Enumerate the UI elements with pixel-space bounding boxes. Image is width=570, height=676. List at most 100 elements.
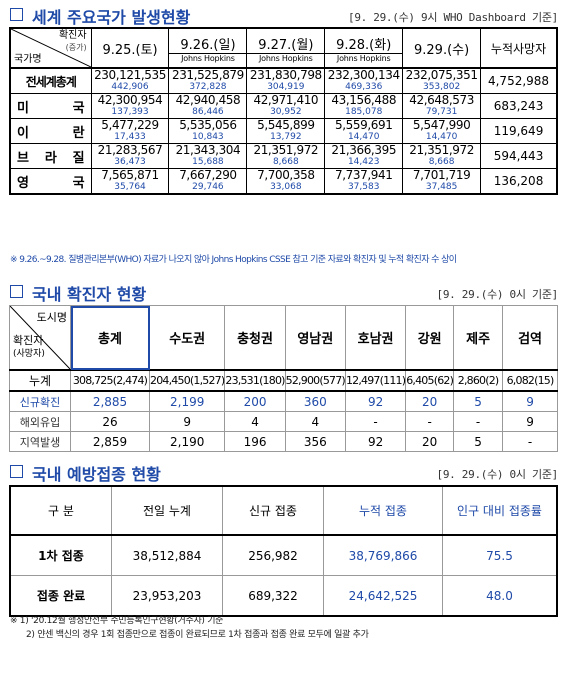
- date-header: 9.27.(월) Johns Hopkins: [246, 28, 326, 69]
- column-header: 호남권: [344, 305, 407, 371]
- vaccine-header: 국내 예방접종 현황 [9. 29.(수) 0시 기준]: [0, 461, 570, 484]
- table-row: 누계 308,725(2,474) 204,450(1,527) 23,531(…: [9, 369, 558, 392]
- header-corner: 도시명 확진자 (사망자): [9, 305, 71, 371]
- table-cell: 9: [502, 390, 558, 412]
- table-row: 지역발생 2,859 2,190 196 356 92 20 5 -: [9, 431, 558, 452]
- table-cell: 26: [70, 411, 150, 432]
- source-label: Johns Hopkins: [336, 53, 391, 63]
- case-count: 230,121,535: [94, 68, 167, 82]
- case-count: 7,737,941: [334, 168, 393, 182]
- table-cell: 38,769,866: [323, 534, 443, 576]
- world-table-header: 확진자 (증가) 국가명 9.25.(토) 9.26.(일) Johns Hop…: [9, 28, 558, 69]
- increase-count: 79,731: [425, 107, 458, 117]
- table-cell: 204,450(1,527): [148, 369, 226, 392]
- corner-country-label: 국가명: [14, 54, 42, 65]
- case-count: 231,830,798: [249, 68, 322, 82]
- date-header: 9.28.(화) Johns Hopkins: [324, 28, 404, 69]
- date-header: 9.25.(토): [90, 28, 170, 69]
- world-table: 확진자 (증가) 국가명 9.25.(토) 9.26.(일) Johns Hop…: [9, 27, 558, 195]
- date-header: 9.29.(수): [402, 28, 482, 69]
- case-count: 43,156,488: [331, 93, 397, 107]
- column-header: 제주: [453, 305, 504, 371]
- increase-count: 14,470: [347, 132, 380, 142]
- table-cell: 6,405(62): [405, 369, 455, 392]
- case-count: 231,525,879: [171, 68, 244, 82]
- case-count: 5,545,899: [257, 118, 315, 132]
- table-cell: 256,982: [222, 534, 324, 576]
- increase-count: 33,068: [270, 182, 302, 192]
- table-cell: -: [502, 431, 558, 452]
- date-label: 9.26.(일): [169, 34, 247, 54]
- increase-count: 372,828: [189, 82, 227, 92]
- vaccine-table-header: 구 분 전일 누계 신규 접종 누적 접종 인구 대비 접종률: [9, 485, 558, 536]
- increase-count: 185,078: [345, 107, 383, 117]
- increase-count: 442,906: [111, 82, 149, 92]
- country-name: 브 라 질: [9, 143, 92, 169]
- increase-count: 137,393: [111, 107, 149, 117]
- header-corner: 확진자 (증가) 국가명: [9, 28, 92, 69]
- case-count: 42,940,458: [175, 93, 241, 107]
- table-cell: 24,642,525: [323, 575, 443, 617]
- deaths-header: 누적사망자: [480, 28, 558, 69]
- domestic-section: 국내 확진자 현황 [9. 29.(수) 0시 기준]: [0, 281, 570, 304]
- country-name: 전세계총계: [9, 68, 92, 94]
- death-count: 119,649: [480, 118, 558, 144]
- case-count: 42,300,954: [97, 93, 163, 107]
- table-cell: 360: [284, 390, 346, 412]
- increase-count: 37,485: [425, 182, 458, 192]
- table-cell: 196: [224, 431, 286, 452]
- world-note: ※ 9.26.~9.28. 질병관리본부(WHO) 자료가 나오지 않아 Joh…: [10, 255, 457, 265]
- table-row: 1차 접종 38,512,884 256,982 38,769,866 75.5: [9, 534, 558, 576]
- increase-count: 36,473: [114, 157, 146, 167]
- increase-count: 14,423: [347, 157, 380, 167]
- diagonal-line-icon: [11, 29, 91, 67]
- row-label: 누계: [9, 369, 71, 392]
- table-cell: 23,531(180): [224, 369, 286, 392]
- footnote: ※ 1) '20.12월 행정안전부 주민등록인구현황(거주자) 기준: [10, 616, 224, 626]
- table-row: 신규확진 2,885 2,199 200 360 92 20 5 9: [9, 390, 558, 412]
- domestic-timestamp: [9. 29.(수) 0시 기준]: [436, 288, 559, 301]
- date-header: 9.26.(일) Johns Hopkins: [168, 28, 248, 69]
- table-row: 영 국 7,565,871 35,764 7,667,290 29,746 7,70…: [9, 168, 558, 194]
- world-title: 세계 주요국가 발생현황: [32, 8, 191, 27]
- increase-count: 37,583: [347, 182, 380, 192]
- increase-count: 17,433: [114, 132, 146, 142]
- case-count: 21,343,304: [175, 143, 241, 157]
- increase-count: 35,764: [114, 182, 146, 192]
- checkbox-square-icon: [10, 285, 23, 298]
- table-cell: 92: [344, 390, 407, 412]
- vaccine-title: 국내 예방접종 현황: [32, 465, 161, 484]
- world-header: 세계 주요국가 발생현황 [9. 29.(수) 9시 WHO Dashboard…: [0, 4, 570, 27]
- column-header: 전일 누계: [111, 485, 223, 536]
- increase-count: 15,688: [192, 157, 224, 167]
- table-cell: 20: [405, 390, 455, 412]
- row-label: 지역발생: [9, 431, 71, 452]
- row-label: 접종 완료: [9, 575, 112, 617]
- case-count: 42,971,410: [253, 93, 319, 107]
- diagonal-line-icon: [10, 306, 70, 369]
- table-cell: 4: [224, 411, 286, 432]
- table-cell: 4: [284, 411, 346, 432]
- domestic-header: 국내 확진자 현황 [9. 29.(수) 0시 기준]: [0, 281, 570, 304]
- footnote: 2) 얀센 백신의 경우 1회 접종만으로 접종이 완료되므로 1차 접종과 접…: [26, 630, 369, 640]
- table-cell: 52,900(577): [284, 369, 346, 392]
- checkbox-square-icon: [10, 465, 23, 478]
- case-count: 232,075,351: [405, 68, 478, 82]
- column-header: 검역: [502, 305, 558, 371]
- death-count: 4,752,988: [480, 68, 558, 94]
- table-cell: 2,190: [148, 431, 226, 452]
- domestic-table-header: 도시명 확진자 (사망자) 총계 수도권 충청권 영남권 호남권 강원 제주 검…: [9, 305, 558, 371]
- country-name: 미 국: [9, 93, 92, 119]
- world-timestamp: [9. 29.(수) 9시 WHO Dashboard 기준]: [348, 11, 558, 24]
- case-count: 5,477,229: [101, 118, 159, 132]
- table-cell: 356: [284, 431, 346, 452]
- case-count: 5,547,990: [412, 118, 471, 132]
- table-row: 브 라 질 21,283,567 36,473 21,343,304 15,688 …: [9, 143, 558, 169]
- increase-count: 86,446: [192, 107, 224, 117]
- column-header: 인구 대비 접종률: [442, 485, 558, 536]
- increase-count: 8,668: [272, 157, 299, 167]
- table-cell: 2,885: [70, 390, 150, 412]
- table-cell: 9: [502, 411, 558, 432]
- case-count: 7,700,358: [257, 168, 315, 182]
- increase-count: 29,746: [192, 182, 224, 192]
